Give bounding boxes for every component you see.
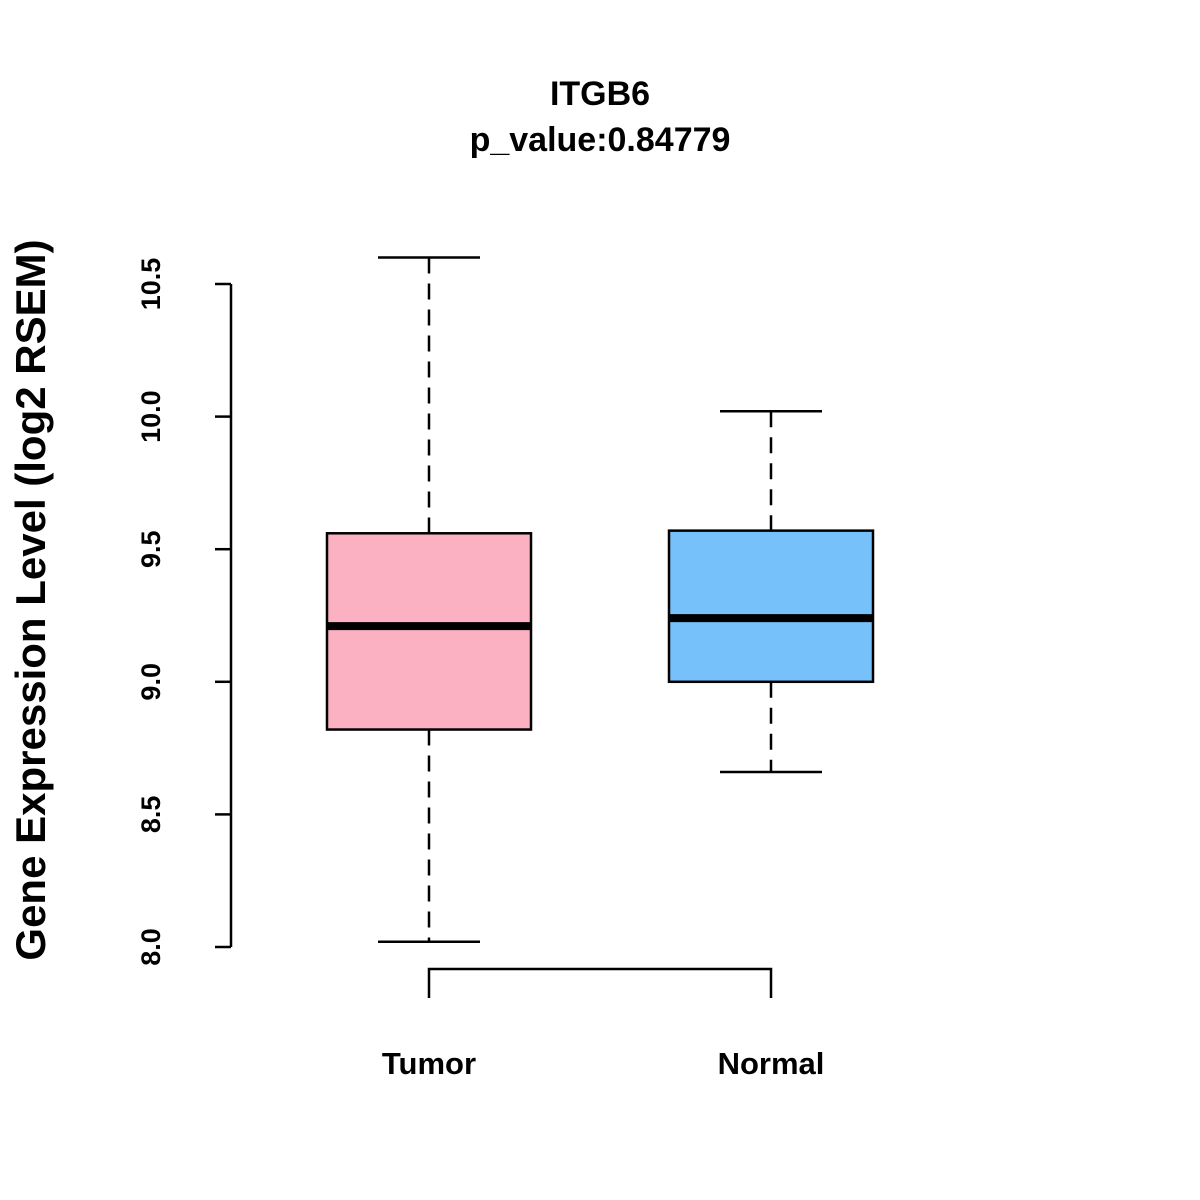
x-axis-labels: Tumor Normal <box>382 1046 824 1081</box>
y-tick-label: 8.0 <box>136 928 166 966</box>
chart-subtitle: p_value:0.84779 <box>470 121 731 159</box>
box-tumor <box>325 256 533 943</box>
y-tick-label: 9.5 <box>136 530 166 568</box>
y-axis: 8.0 8.5 9.0 9.5 10.0 10.5 <box>136 258 233 966</box>
comparison-bracket <box>427 967 773 998</box>
x-tick-label: Tumor <box>382 1046 476 1081</box>
iqr-box <box>667 529 875 684</box>
chart-title: ITGB6 <box>550 75 650 113</box>
box-normal <box>667 410 875 774</box>
x-tick-label: Normal <box>718 1046 825 1081</box>
boxes <box>325 256 875 943</box>
y-tick-label: 8.5 <box>136 796 166 834</box>
y-axis-label: Gene Expression Level (log2 RSEM) <box>7 239 54 960</box>
iqr-box <box>325 532 533 731</box>
y-tick-label: 10.0 <box>136 390 166 443</box>
y-tick-label: 10.5 <box>136 258 166 311</box>
y-tick-label: 9.0 <box>136 663 166 701</box>
